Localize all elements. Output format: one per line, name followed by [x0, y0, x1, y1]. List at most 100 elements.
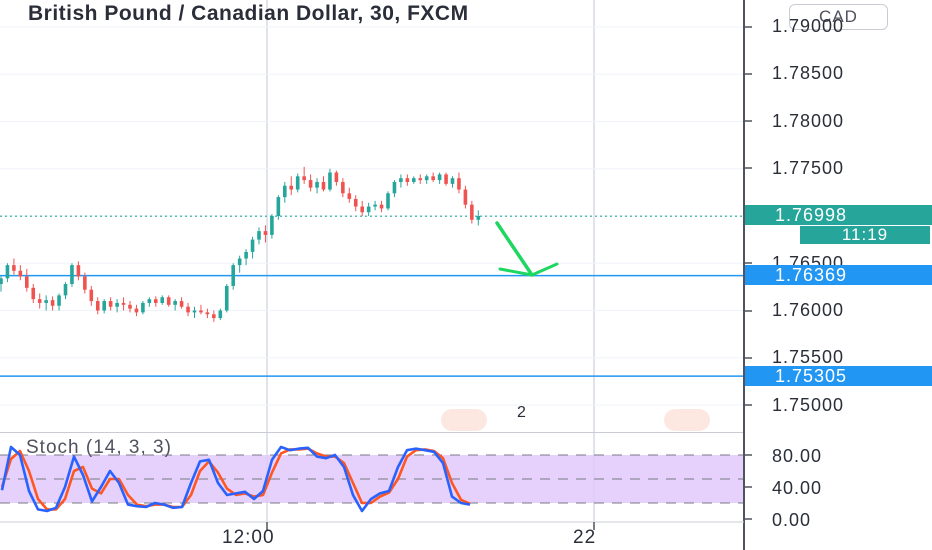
arrow-head [498, 262, 559, 277]
candle-body [405, 178, 410, 182]
candle-body [31, 287, 36, 300]
candle-body [276, 197, 281, 216]
candle-body [199, 310, 203, 313]
candle-body [334, 172, 339, 182]
stoch-k-line [0, 445, 471, 513]
stoch-axis-label: 40.00 [772, 478, 823, 498]
price-axis-label: 1.75000 [772, 395, 845, 415]
candle-body [18, 270, 23, 277]
candle-body [205, 312, 210, 315]
candle-body [231, 265, 235, 286]
candle-body [437, 174, 442, 181]
candle-body [83, 276, 87, 290]
candle-body [399, 178, 403, 182]
candle-body [179, 301, 184, 307]
candle-body [57, 295, 61, 306]
stoch-axis-label: 0.00 [772, 510, 812, 530]
candle-body [476, 216, 481, 220]
price-axis-label: 1.75500 [772, 347, 845, 367]
candle-body [237, 258, 242, 266]
horizontal-line-price-tag[interactable]: 1.75305 [745, 366, 932, 386]
candle-body [366, 206, 371, 213]
candle-body [424, 176, 429, 181]
candle-body [444, 174, 448, 184]
candle-body [392, 181, 397, 194]
arrow-shaft [495, 221, 534, 277]
candle-body [373, 204, 377, 207]
candle-body [25, 276, 29, 288]
candle-body [128, 304, 132, 309]
candle-body [470, 204, 474, 220]
event-flag-icon[interactable] [664, 409, 710, 431]
candle-body [147, 299, 152, 303]
candle-body [102, 301, 106, 311]
candle-body [457, 178, 461, 190]
candle-body [70, 265, 74, 285]
candle-body [412, 178, 416, 182]
candle-body [302, 176, 306, 181]
stoch-axis-label: 80.00 [772, 446, 823, 466]
chart-axes [0, 0, 752, 550]
bar-countdown: 11:19 [800, 226, 930, 244]
candle-body [173, 301, 177, 305]
candle-body [308, 180, 313, 188]
candle-body [353, 198, 358, 207]
candle-body [347, 193, 352, 199]
candle-body [76, 265, 81, 277]
candle-body [63, 284, 68, 296]
candle-body [186, 306, 190, 313]
candle-body [141, 302, 145, 313]
candle-body [283, 185, 287, 198]
candle-body [166, 297, 171, 305]
candle-body [289, 185, 294, 190]
event-flag-icon[interactable] [441, 409, 487, 431]
horizontal-line-price-tag[interactable]: 1.76369 [745, 265, 932, 285]
candle-body [341, 181, 345, 194]
candle-body [244, 251, 248, 259]
candle-body [154, 299, 158, 303]
candle-body [379, 204, 384, 209]
price-axis-label: 1.76000 [772, 300, 845, 320]
time-axis-label: 12:00 [222, 527, 275, 548]
candle-series [0, 166, 481, 322]
candle-body [360, 206, 364, 213]
candle-body [321, 181, 326, 190]
candle-body [115, 302, 119, 307]
event-count: 2 [517, 404, 526, 421]
current-price-tag[interactable]: 1.76998 [745, 205, 932, 225]
currency-button[interactable]: CAD [789, 4, 888, 30]
candle-body [450, 178, 455, 184]
candle-body [37, 299, 42, 303]
candle-body [295, 176, 300, 190]
candle-body [431, 176, 435, 181]
stochastic-pane [0, 432, 744, 513]
price-axis-label: 1.79000 [772, 16, 845, 36]
candle-body [5, 265, 10, 279]
candle-body [95, 301, 100, 311]
price-axis-label: 1.78000 [772, 111, 845, 131]
candle-body [121, 302, 126, 305]
down-arrow-drawing[interactable] [495, 221, 559, 277]
candle-body [160, 297, 165, 303]
candle-body [134, 308, 139, 313]
candle-body [315, 181, 319, 188]
candle-body [386, 193, 390, 209]
candle-body [108, 301, 113, 307]
horizontal-lines[interactable] [0, 215, 744, 377]
candle-body [463, 189, 468, 205]
candle-body [328, 172, 332, 190]
candle-body [50, 300, 55, 306]
candle-body [224, 285, 229, 311]
candle-body [218, 310, 223, 319]
price-axis-label: 1.77500 [772, 158, 845, 178]
candle-body [263, 231, 268, 235]
candle-body [89, 289, 94, 302]
candle-body [418, 178, 423, 181]
candle-body [44, 300, 48, 303]
candle-body [270, 216, 274, 235]
candle-body [0, 278, 3, 285]
candle-body [12, 265, 16, 271]
candle-body [212, 314, 216, 319]
stochastic-title[interactable]: Stoch (14, 3, 3) [26, 437, 172, 458]
